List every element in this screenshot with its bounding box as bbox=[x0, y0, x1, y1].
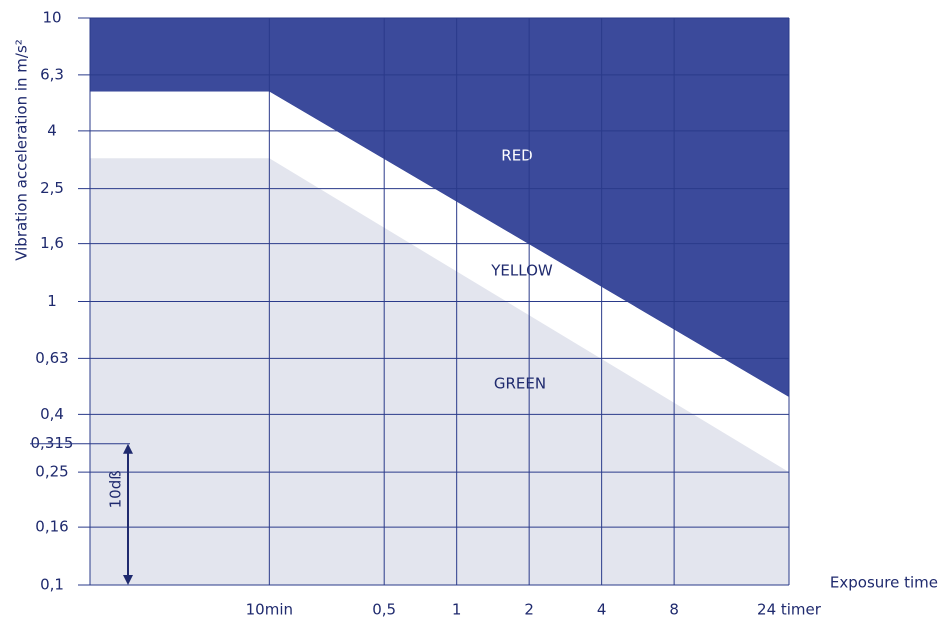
x-tick-label: 0,5 bbox=[372, 601, 396, 619]
y-tick-label: 10 bbox=[42, 9, 61, 27]
y-tick-label: 4 bbox=[47, 121, 57, 139]
y-tick-label: 0,16 bbox=[35, 518, 68, 536]
y-axis-title: Vibration acceleration in m/s² bbox=[13, 39, 31, 261]
y-tick-label: 6,3 bbox=[40, 65, 64, 83]
zone-label: RED bbox=[501, 147, 532, 165]
zone-label: YELLOW bbox=[490, 262, 553, 280]
plot-area bbox=[90, 18, 789, 585]
y-tick-label: 0,25 bbox=[35, 463, 68, 481]
zone-label: GREEN bbox=[494, 375, 546, 393]
zone bbox=[90, 18, 789, 398]
annotation-text: 10dß bbox=[107, 470, 125, 508]
y-tick-label: 1,6 bbox=[40, 234, 64, 252]
x-tick-label: 24 timer bbox=[757, 601, 822, 619]
y-tick-label: 2,5 bbox=[40, 179, 64, 197]
x-axis-title: Exposure time bbox=[830, 574, 938, 592]
zone bbox=[90, 91, 789, 473]
y-tick-label: 0,1 bbox=[40, 576, 64, 594]
x-tick-label: 1 bbox=[452, 601, 462, 619]
x-tick-label: 10min bbox=[246, 601, 293, 619]
y-tick-label: 1 bbox=[47, 292, 57, 310]
x-tick-label: 4 bbox=[597, 601, 607, 619]
zone bbox=[90, 158, 789, 585]
x-tick-label: 2 bbox=[524, 601, 534, 619]
x-tick-label: 8 bbox=[669, 601, 679, 619]
arrow-head bbox=[123, 575, 133, 585]
arrow-head bbox=[123, 443, 133, 454]
y-tick-label: 0,63 bbox=[35, 349, 68, 367]
y-tick-label: 0,4 bbox=[40, 405, 64, 423]
